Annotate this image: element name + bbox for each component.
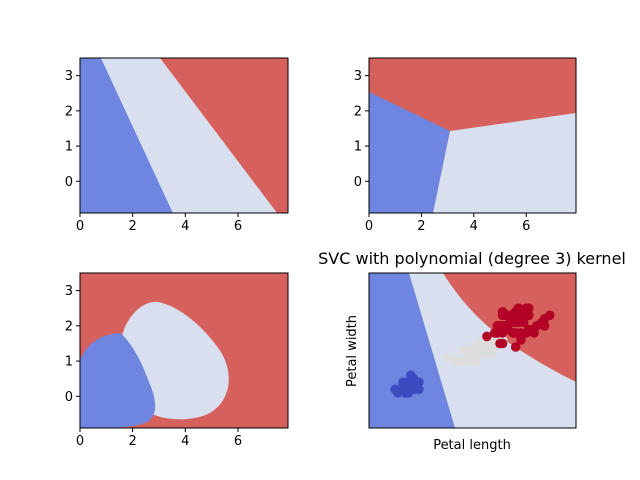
- data-point-class1: [471, 345, 482, 356]
- decision-regions-1: [80, 58, 288, 213]
- y-tick-label: 1: [354, 140, 362, 155]
- y-tick-label: 0: [65, 175, 73, 190]
- axis-ticks: 0 2 4 6 0 1 2 3 0 2 4 6 0 1 2 3 0 2 4 6 0 1 2 3: [65, 69, 531, 449]
- data-point-class0: [414, 377, 424, 388]
- y-tick-label: 0: [65, 390, 73, 405]
- data-points: [390, 303, 555, 398]
- plot-frame-4: [368, 272, 577, 429]
- data-point-class1: [461, 356, 471, 366]
- x-tick-label: 6: [234, 434, 242, 449]
- chart-title-4: SVC with polynomial (degree 3) kernel: [318, 249, 626, 268]
- data-point-class2: [545, 310, 555, 321]
- data-point-class2: [516, 335, 526, 345]
- y-tick-label: 3: [65, 284, 73, 299]
- x-axis-label-4: Petal length: [433, 438, 511, 453]
- data-point-class0: [406, 370, 416, 381]
- x-tick-label: 0: [76, 434, 84, 449]
- data-point-class2: [508, 328, 518, 338]
- x-tick-label: 2: [129, 434, 137, 449]
- x-tick-label: 2: [417, 219, 425, 234]
- x-tick-label: 6: [234, 219, 242, 234]
- x-tick-label: 4: [181, 219, 189, 234]
- decision-regions-4: [369, 273, 576, 428]
- region-class0: [80, 58, 173, 213]
- y-tick-label: 1: [65, 355, 73, 370]
- region-class2: [160, 58, 288, 213]
- data-point-class1: [458, 345, 469, 356]
- data-point-class2: [539, 321, 550, 331]
- data-point-class2: [513, 303, 524, 314]
- region-class1: [433, 113, 576, 213]
- y-tick-label: 0: [354, 175, 362, 190]
- y-tick-label: 3: [354, 69, 362, 84]
- y-tick-label: 3: [65, 69, 73, 84]
- data-point-class1: [442, 352, 453, 363]
- x-tick-label: 4: [470, 219, 478, 234]
- data-point-class2: [531, 321, 542, 331]
- data-point-class2: [510, 342, 521, 352]
- plot-frame-2: [368, 57, 577, 214]
- data-point-class0: [414, 384, 424, 395]
- x-tick-label: 0: [365, 219, 373, 234]
- subplot-polynomial-kernel: SVC with polynomial (degree 3) kernel Pe…: [318, 249, 626, 453]
- y-tick-label: 2: [354, 104, 362, 119]
- region-class0: [80, 333, 156, 428]
- y-tick-label: 2: [65, 104, 73, 119]
- x-tick-label: 4: [181, 434, 189, 449]
- x-tick-label: 0: [76, 219, 84, 234]
- data-point-class2: [497, 338, 508, 349]
- data-point-class1: [484, 342, 495, 352]
- decision-regions-2: [369, 58, 576, 213]
- plot-frame-3: [79, 272, 289, 429]
- plot-frame-1: [79, 57, 289, 214]
- subplot-rbf-kernel: [79, 272, 289, 429]
- region-class0: [369, 92, 450, 213]
- data-point-class0: [400, 384, 411, 395]
- data-point-class2: [482, 331, 492, 342]
- region-class1: [101, 58, 277, 213]
- decision-regions-3: [80, 273, 288, 428]
- subplot-linear-kernel: [79, 57, 289, 214]
- data-point-class2: [518, 310, 529, 321]
- data-point-class2: [524, 303, 534, 314]
- subplot-lineary-kernel: [368, 57, 577, 214]
- x-tick-label: 6: [522, 219, 530, 234]
- y-tick-label: 2: [65, 319, 73, 334]
- data-point-class2: [505, 310, 516, 321]
- data-point-class1: [450, 356, 461, 366]
- y-axis-label-4: Petal width: [345, 315, 360, 387]
- data-point-class2: [497, 328, 508, 338]
- data-point-class2: [524, 324, 534, 335]
- y-tick-label: 1: [65, 140, 73, 155]
- x-tick-label: 2: [129, 219, 137, 234]
